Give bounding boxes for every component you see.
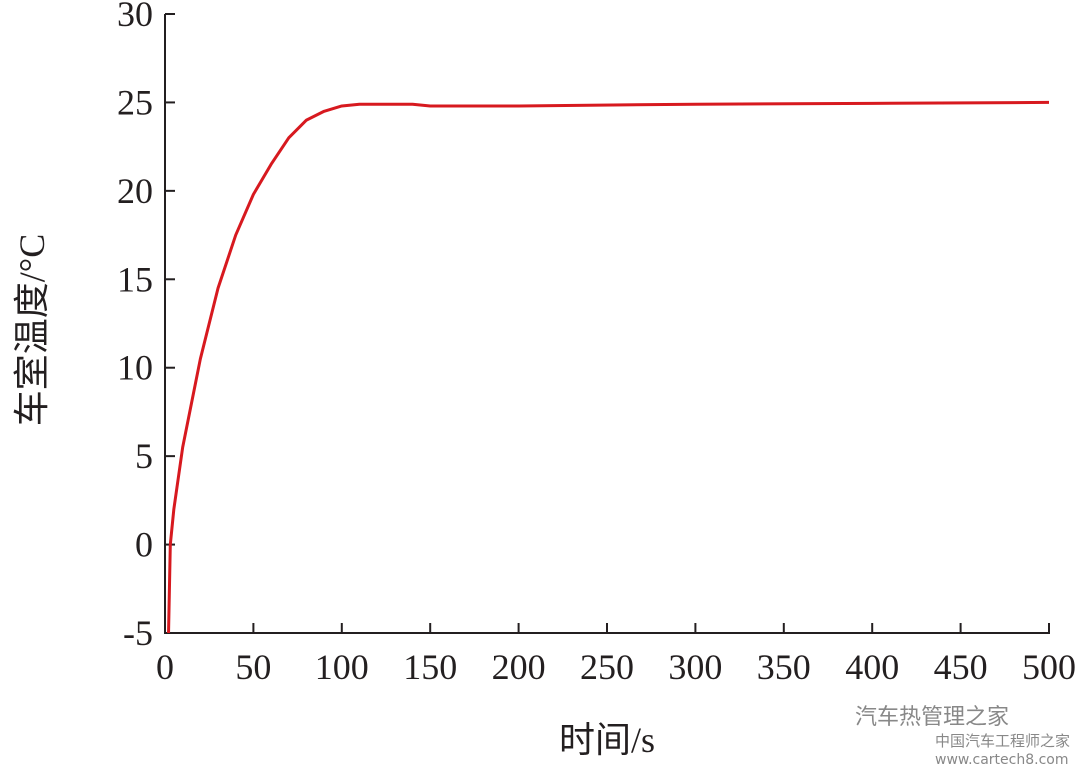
x-tick-label: 100 [315, 647, 369, 687]
x-tick-label: 300 [668, 647, 722, 687]
line [167, 100, 1050, 634]
x-tick-label: 0 [156, 647, 174, 687]
y-tick-label: 10 [117, 348, 153, 388]
x-tick-label: 200 [492, 647, 546, 687]
y-tick-label: 25 [117, 82, 153, 122]
x-tick-label: 150 [403, 647, 457, 687]
x-axis-title: 时间/s [559, 720, 655, 760]
watermark: www.cartech8.com [935, 752, 1068, 767]
watermark: 中国汽车工程师之家 [935, 732, 1070, 750]
y-tick-label: 5 [135, 436, 153, 476]
y-tick-label: 20 [117, 171, 153, 211]
x-tick-label: 500 [1022, 647, 1076, 687]
y-tick-label: 30 [117, 0, 153, 34]
x-tick-label: 400 [845, 647, 899, 687]
y-tick-label: 15 [117, 259, 153, 299]
y-axis-title: 车室温度/°C [12, 234, 52, 426]
watermark: 汽车热管理之家 [855, 705, 1009, 730]
x-tick-label: 450 [934, 647, 988, 687]
y-tick-label: -5 [123, 613, 153, 653]
x-tick-label: 50 [235, 647, 271, 687]
x-tick-label: 250 [580, 647, 634, 687]
y-tick-label: 0 [135, 525, 153, 565]
x-tick-label: 350 [757, 647, 811, 687]
